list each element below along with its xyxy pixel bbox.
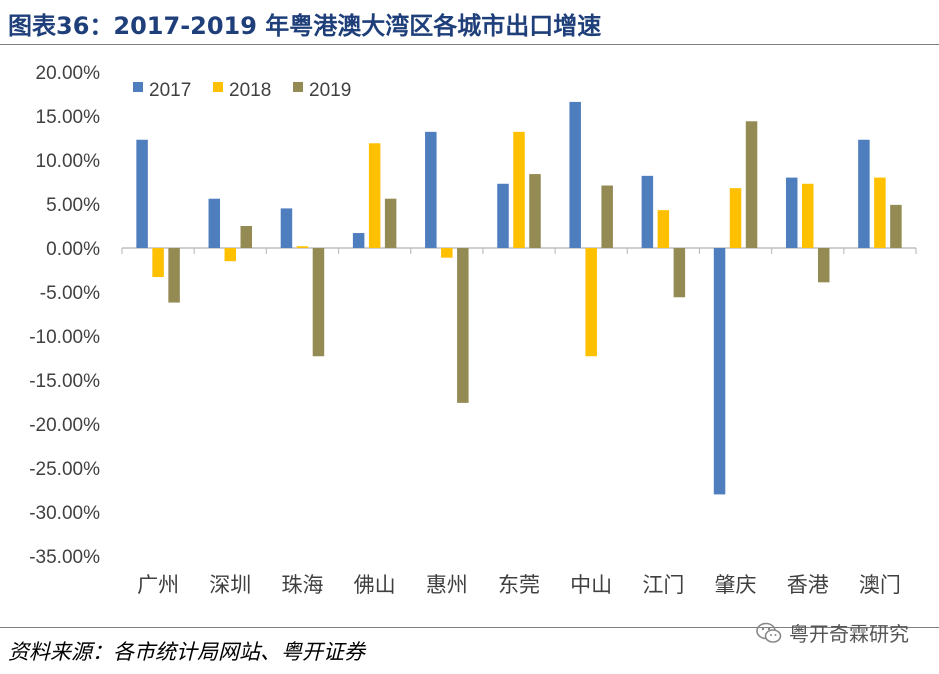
y-tick-label: -30.00% (29, 503, 100, 524)
legend-label-2019: 2019 (309, 80, 351, 101)
y-tick-label: -20.00% (29, 415, 100, 436)
x-axis: 广州 深圳 珠海 佛山 惠州 东莞 中山 江门 肇庆 香港 澳门 (121, 247, 917, 597)
bar-2017-肇庆 (713, 248, 726, 495)
bar-2019-深圳 (240, 226, 253, 248)
bar-2017-澳门 (858, 139, 870, 248)
bar-2018-肇庆 (729, 188, 742, 248)
bar-2018-深圳 (224, 248, 237, 262)
bars (136, 101, 902, 495)
bar-2018-珠海 (296, 246, 309, 248)
bar-2017-珠海 (280, 208, 293, 248)
y-tick-label: 5.00% (46, 195, 100, 216)
bar-2019-江门 (673, 248, 686, 298)
x-category-label: 中山 (570, 573, 612, 597)
x-category-label: 江门 (642, 573, 684, 597)
y-tick-label: 10.00% (36, 151, 101, 172)
bar-2019-香港 (817, 248, 830, 283)
bar-2017-广州 (136, 139, 148, 248)
bar-2017-香港 (785, 177, 798, 248)
x-category-label: 惠州 (426, 573, 468, 597)
brand-watermark: 粤开奇霖研究 (755, 618, 909, 647)
legend: 2017 2018 2019 (133, 80, 351, 101)
y-tick-label: 15.00% (36, 107, 101, 128)
bar-chart: 20.00% 15.00% 10.00% 5.00% 0.00% -5.00% -10.00… (29, 63, 917, 597)
bar-2017-中山 (569, 101, 581, 248)
y-tick-label: -15.00% (29, 371, 100, 392)
y-tick-label: 20.00% (36, 63, 101, 84)
y-tick-label: -25.00% (29, 459, 100, 480)
bar-2019-肇庆 (745, 121, 758, 248)
y-tick-label: -35.00% (29, 547, 100, 568)
bar-2018-东莞 (513, 131, 525, 248)
legend-swatch-2019 (293, 82, 303, 92)
bar-2019-广州 (168, 248, 180, 303)
bar-2017-东莞 (497, 183, 509, 248)
y-tick-label: -10.00% (29, 327, 100, 348)
bar-2018-江门 (657, 210, 670, 248)
x-category-label: 东莞 (498, 573, 540, 597)
x-category-label: 深圳 (209, 573, 251, 597)
brand-name: 粤开奇霖研究 (789, 622, 909, 646)
y-tick-label: 0.00% (46, 239, 100, 260)
y-tick-label: -5.00% (40, 283, 100, 304)
legend-swatch-2017 (133, 82, 143, 92)
x-category-label: 佛山 (354, 573, 396, 597)
y-axis: 20.00% 15.00% 10.00% 5.00% 0.00% -5.00% -10.00… (29, 63, 100, 568)
bar-2019-东莞 (529, 174, 541, 248)
x-category-label: 珠海 (281, 573, 323, 597)
chart-title: 图表36：2017-2019 年粤港澳大湾区各城市出口增速 (8, 12, 602, 40)
legend-label-2018: 2018 (229, 80, 271, 101)
source-note: 资料来源：各市统计局网站、粤开证券 (8, 640, 365, 664)
bar-2018-中山 (585, 248, 597, 357)
x-category-label: 广州 (137, 573, 179, 597)
x-category-label: 香港 (787, 573, 829, 597)
legend-swatch-2018 (213, 82, 223, 92)
bar-2018-广州 (152, 248, 164, 278)
x-category-label: 澳门 (859, 573, 901, 597)
bar-2019-珠海 (312, 248, 325, 357)
bar-2017-惠州 (425, 131, 437, 248)
bar-2019-中山 (601, 185, 613, 248)
bar-2018-澳门 (874, 177, 886, 248)
bar-2018-香港 (801, 183, 814, 248)
bar-2019-惠州 (457, 248, 469, 403)
bar-2017-深圳 (208, 198, 221, 248)
x-category-label: 肇庆 (715, 573, 757, 597)
legend-label-2017: 2017 (149, 80, 191, 101)
title-divider (0, 44, 939, 45)
bar-2019-澳门 (890, 204, 902, 248)
bar-2018-惠州 (441, 248, 453, 258)
bar-2017-佛山 (352, 233, 365, 248)
footer-divider (0, 627, 939, 628)
bar-2018-佛山 (368, 143, 381, 248)
bar-2017-江门 (641, 175, 654, 248)
wechat-icon (756, 622, 782, 643)
bar-2019-佛山 (384, 198, 397, 248)
